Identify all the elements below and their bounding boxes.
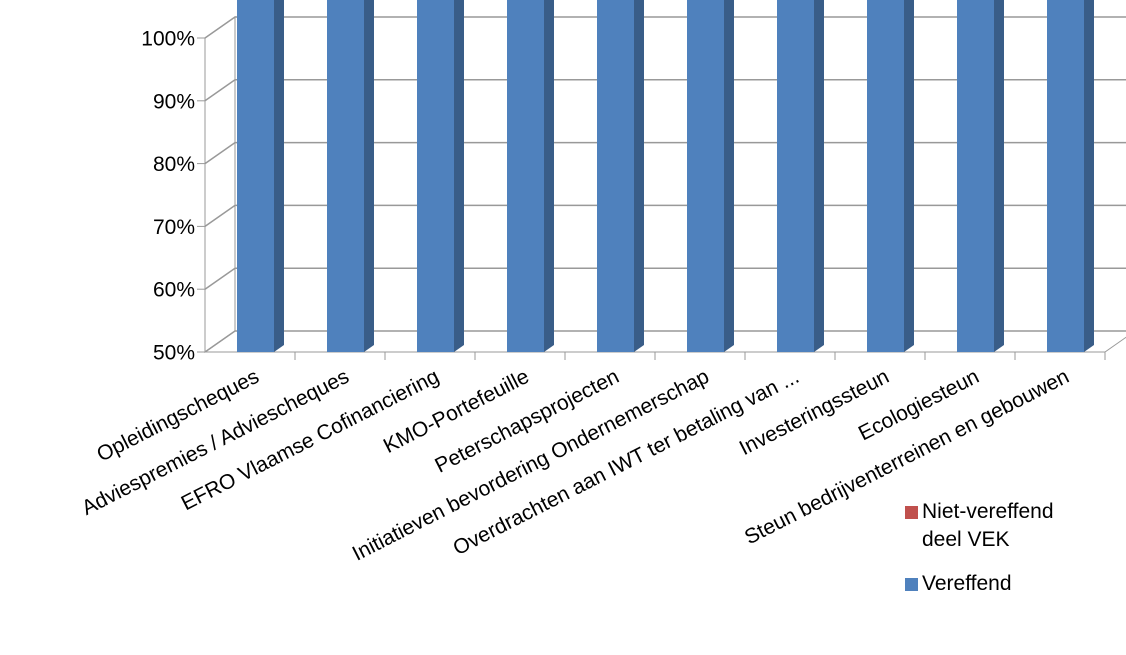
y-tick-label: 50% [153, 342, 195, 365]
legend-item: Vereffend [905, 570, 1075, 598]
legend-label: Niet-vereffend deel VEK [922, 500, 1054, 551]
bar-side [994, 0, 1004, 352]
grid-line [204, 330, 1126, 353]
legend-swatch [905, 506, 918, 519]
y-tick-label: 100% [141, 28, 195, 51]
bar-side [544, 0, 554, 352]
bar [957, 0, 994, 353]
bar-side [814, 0, 824, 352]
bar [687, 0, 724, 352]
grid-line [204, 79, 1126, 102]
y-tick-label: 60% [153, 279, 195, 302]
bar [507, 0, 544, 352]
grid-line [204, 141, 1126, 165]
bar [237, 0, 274, 353]
bar-side [364, 0, 374, 352]
legend-swatch [905, 578, 918, 591]
x-tick-label: Investeringssteun [736, 365, 893, 460]
y-tick-label: 70% [153, 216, 195, 239]
bar [327, 0, 364, 352]
y-tick-label: 90% [153, 90, 195, 113]
bar [417, 0, 454, 352]
bar-side [274, 0, 284, 352]
legend-label: Vereffend [922, 572, 1012, 595]
bar-side [454, 0, 464, 352]
bar-side [904, 0, 914, 352]
bar [777, 0, 814, 352]
bar-side [724, 0, 734, 352]
bar [867, 0, 904, 352]
legend: Niet-vereffend deel VEK Vereffend [905, 498, 1075, 614]
bar [1047, 0, 1084, 353]
bar-side [634, 0, 644, 352]
grid-line [204, 267, 1126, 290]
back-wall [204, 16, 236, 353]
bar-side [1084, 0, 1094, 352]
grid-line [204, 16, 1126, 39]
y-tick-label: 80% [153, 153, 195, 176]
grid-line [204, 204, 1126, 228]
legend-item: Niet-vereffend deel VEK [905, 498, 1075, 554]
bar [597, 0, 634, 352]
